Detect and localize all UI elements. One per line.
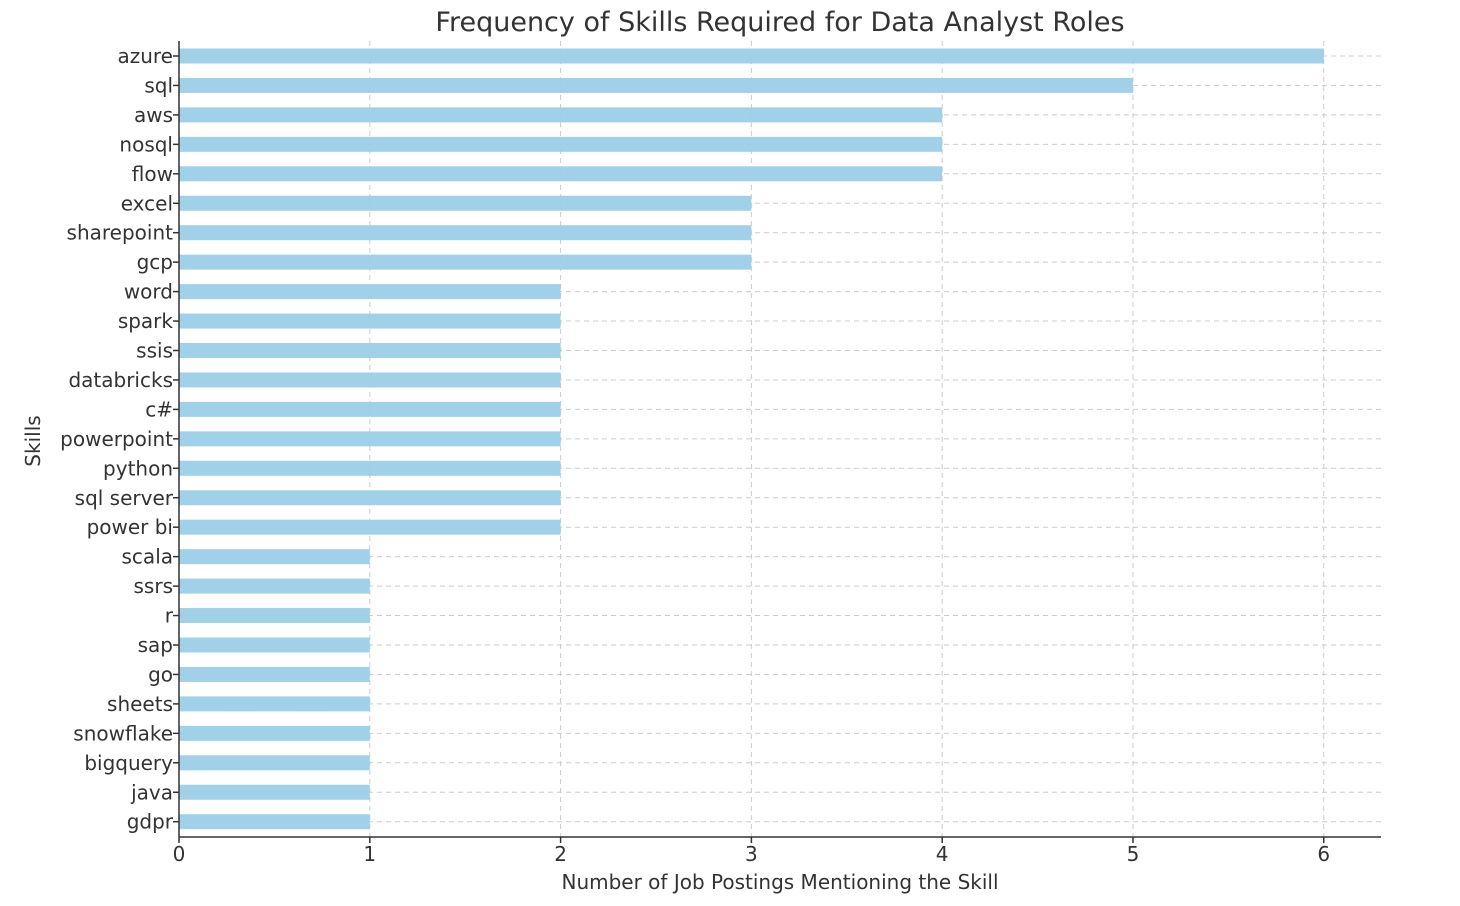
x-ticks: 0 1 2 3 4 5 6 bbox=[173, 837, 1330, 866]
y-tick-label: gdpr bbox=[127, 810, 174, 834]
chart-title: Frequency of Skills Required for Data An… bbox=[435, 7, 1124, 38]
bar-sql-server bbox=[179, 490, 561, 506]
bar-sap bbox=[179, 637, 370, 653]
y-tick-label: c# bbox=[145, 397, 173, 421]
y-tick-label: sheets bbox=[107, 692, 173, 716]
y-ticks: azure sql aws nosql flow excel sharepoint gcp wo… bbox=[60, 44, 179, 834]
bar-bigquery bbox=[179, 755, 370, 771]
bars bbox=[179, 48, 1324, 830]
x-tick-label: 5 bbox=[1127, 842, 1140, 866]
bar-power-bi bbox=[179, 519, 561, 535]
y-tick-label: java bbox=[130, 780, 173, 804]
bar-powerpoint bbox=[179, 431, 561, 447]
bar-r bbox=[179, 608, 370, 624]
bar-sheets bbox=[179, 696, 370, 712]
y-tick-label: snowflake bbox=[73, 721, 173, 745]
bar-go bbox=[179, 666, 370, 682]
x-tick-label: 2 bbox=[554, 842, 567, 866]
x-axis-label: Number of Job Postings Mentioning the Sk… bbox=[561, 870, 998, 894]
bar-excel bbox=[179, 195, 752, 211]
y-tick-label: aws bbox=[134, 103, 173, 127]
y-tick-label: r bbox=[165, 604, 174, 628]
bar-aws bbox=[179, 107, 943, 123]
y-tick-label: sql server bbox=[75, 486, 174, 510]
x-tick-label: 6 bbox=[1317, 842, 1330, 866]
bar-python bbox=[179, 460, 561, 476]
y-tick-label: sql bbox=[144, 73, 173, 97]
y-tick-label: ssis bbox=[136, 339, 173, 363]
bar-ssis bbox=[179, 343, 561, 358]
bar-azure bbox=[179, 48, 1324, 64]
y-tick-label: go bbox=[148, 662, 173, 686]
x-tick-label: 4 bbox=[936, 842, 949, 866]
y-tick-label: databricks bbox=[68, 368, 173, 392]
bar-flow bbox=[179, 166, 943, 182]
x-tick-label: 1 bbox=[363, 842, 376, 866]
y-tick-label: spark bbox=[118, 309, 174, 333]
y-tick-label: nosql bbox=[119, 132, 173, 156]
bar-java bbox=[179, 784, 370, 800]
bar-sharepoint bbox=[179, 225, 752, 241]
y-tick-label: azure bbox=[117, 44, 173, 68]
bar-spark bbox=[179, 313, 561, 329]
y-tick-label: scala bbox=[122, 545, 173, 569]
x-tick-label: 0 bbox=[173, 842, 186, 866]
bar-databricks bbox=[179, 372, 561, 388]
y-tick-label: bigquery bbox=[84, 751, 173, 775]
bar-scala bbox=[179, 549, 370, 565]
bar-snowflake bbox=[179, 725, 370, 741]
y-tick-label: sap bbox=[138, 633, 173, 657]
y-tick-label: sharepoint bbox=[67, 221, 174, 245]
bar-sql bbox=[179, 77, 1133, 93]
y-tick-label: excel bbox=[121, 191, 173, 215]
y-tick-label: flow bbox=[132, 162, 173, 186]
x-tick-label: 3 bbox=[745, 842, 758, 866]
y-tick-label: python bbox=[103, 456, 173, 480]
y-tick-label: word bbox=[124, 280, 173, 304]
y-tick-label: power bi bbox=[87, 515, 173, 539]
y-axis-label: Skills bbox=[21, 415, 45, 466]
bar-nosql bbox=[179, 136, 943, 152]
bar-gcp bbox=[179, 254, 752, 270]
y-tick-label: powerpoint bbox=[60, 427, 173, 451]
bar-ssrs bbox=[179, 578, 370, 594]
bar-gdpr bbox=[179, 814, 370, 830]
y-tick-label: ssrs bbox=[134, 574, 173, 598]
bar-c- bbox=[179, 401, 561, 417]
bar-word bbox=[179, 284, 561, 300]
y-tick-label: gcp bbox=[137, 250, 173, 274]
